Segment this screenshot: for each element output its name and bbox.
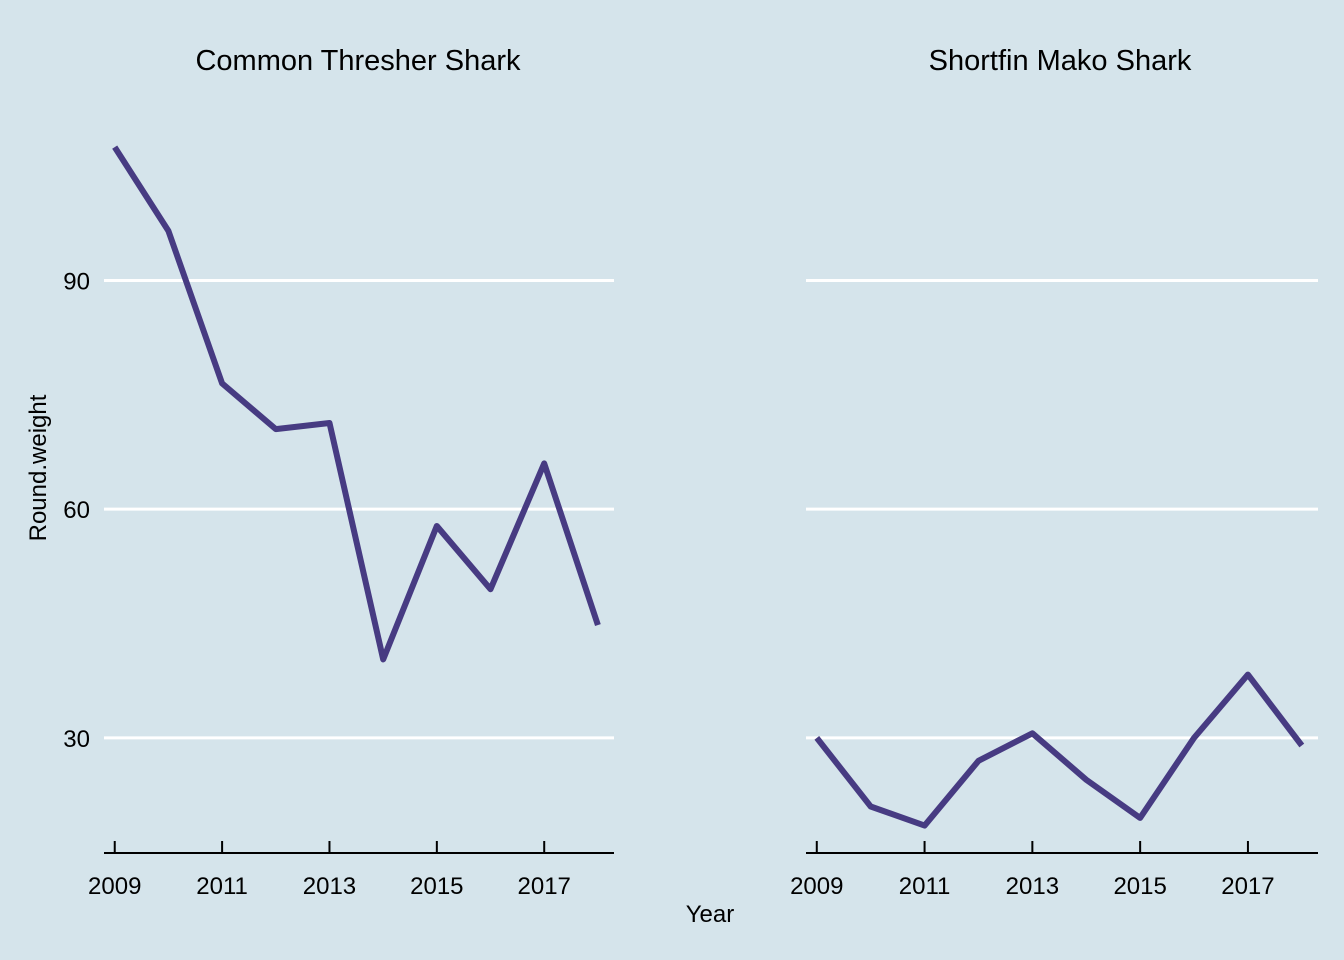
y-axis-title: Round.weight	[25, 394, 52, 541]
data-point	[922, 823, 928, 829]
panel-1: Common Thresher Shark 30 60 90 2009 2011 2013 2…	[63, 45, 614, 900]
data-point	[975, 758, 981, 764]
panel-title: Common Thresher Shark	[195, 45, 521, 77]
x-tick-label: 2009	[790, 873, 843, 900]
x-tick-label: 2015	[410, 873, 463, 900]
data-point	[1299, 743, 1305, 749]
x-tick-label: 2011	[196, 873, 248, 900]
x-tick-label: 2015	[1113, 873, 1166, 900]
x-tick-label: 2009	[88, 873, 141, 900]
series-line	[112, 145, 601, 663]
data-point	[434, 523, 440, 529]
data-point	[1245, 672, 1251, 678]
data-point	[380, 656, 386, 662]
data-point	[1083, 777, 1089, 783]
x-tick-label: 2011	[899, 873, 951, 900]
data-point	[1137, 815, 1143, 821]
x-tick-label: 2013	[303, 873, 356, 900]
y-tick-label: 60	[63, 497, 90, 524]
x-tick-label: 2017	[518, 873, 571, 900]
data-point	[595, 622, 601, 628]
data-point	[112, 144, 118, 150]
y-tick-label: 90	[63, 268, 90, 295]
data-point	[165, 228, 171, 234]
data-point	[488, 586, 494, 592]
data-point	[326, 420, 332, 426]
panels: Common Thresher Shark 30 60 90 2009 2011 2013 2…	[63, 45, 1318, 900]
y-tick-label: 30	[63, 726, 90, 753]
panel-title: Shortfin Mako Shark	[929, 45, 1192, 77]
data-point	[1029, 730, 1035, 736]
data-point	[219, 380, 225, 386]
data-point	[868, 803, 874, 809]
x-axis-title: Year	[686, 901, 735, 928]
data-point	[814, 735, 820, 741]
panel-2: Shortfin Mako Shark 2009 2011 2013 2015 2017	[790, 45, 1318, 900]
x-tick-label: 2017	[1221, 873, 1274, 900]
data-point	[541, 460, 547, 466]
x-tick-label: 2013	[1006, 873, 1059, 900]
data-point	[1191, 735, 1197, 741]
series-line	[814, 671, 1305, 829]
data-point	[273, 426, 279, 432]
